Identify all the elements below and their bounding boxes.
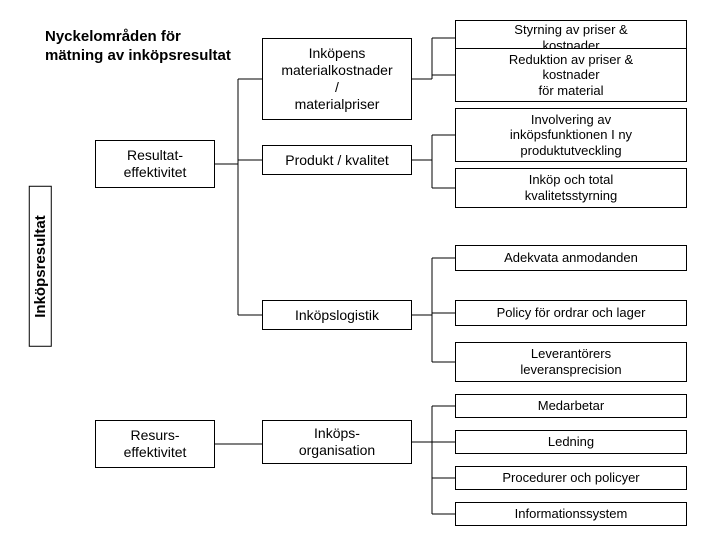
node-org: Inköps- organisation [262,420,412,464]
node-reduktion: Reduktion av priser & kostnader för mate… [455,48,687,102]
node-kvalitet: Inköp och total kvalitetsstyrning [455,168,687,208]
vertical-axis-label: Inköpsresultat [29,186,52,347]
node-procedurer: Procedurer och policyer [455,466,687,490]
node-policy: Policy för ordrar och lager [455,300,687,326]
node-resurs: Resurs- effektivitet [95,420,215,468]
node-info: Informationssystem [455,502,687,526]
node-involvering: Involvering av inköpsfunktionen I ny pro… [455,108,687,162]
node-resultat: Resultat- effektivitet [95,140,215,188]
diagram-title: Nyckelområden för mätning av inköpsresul… [45,28,231,66]
node-inkopens: Inköpens materialkostnader / materialpri… [262,38,412,120]
node-produkt: Produkt / kvalitet [262,145,412,175]
node-medarbetar: Medarbetar [455,394,687,418]
node-logistik: Inköpslogistik [262,300,412,330]
node-adekvata: Adekvata anmodanden [455,245,687,271]
node-leverantor: Leverantörers leveransprecision [455,342,687,382]
node-ledning: Ledning [455,430,687,454]
